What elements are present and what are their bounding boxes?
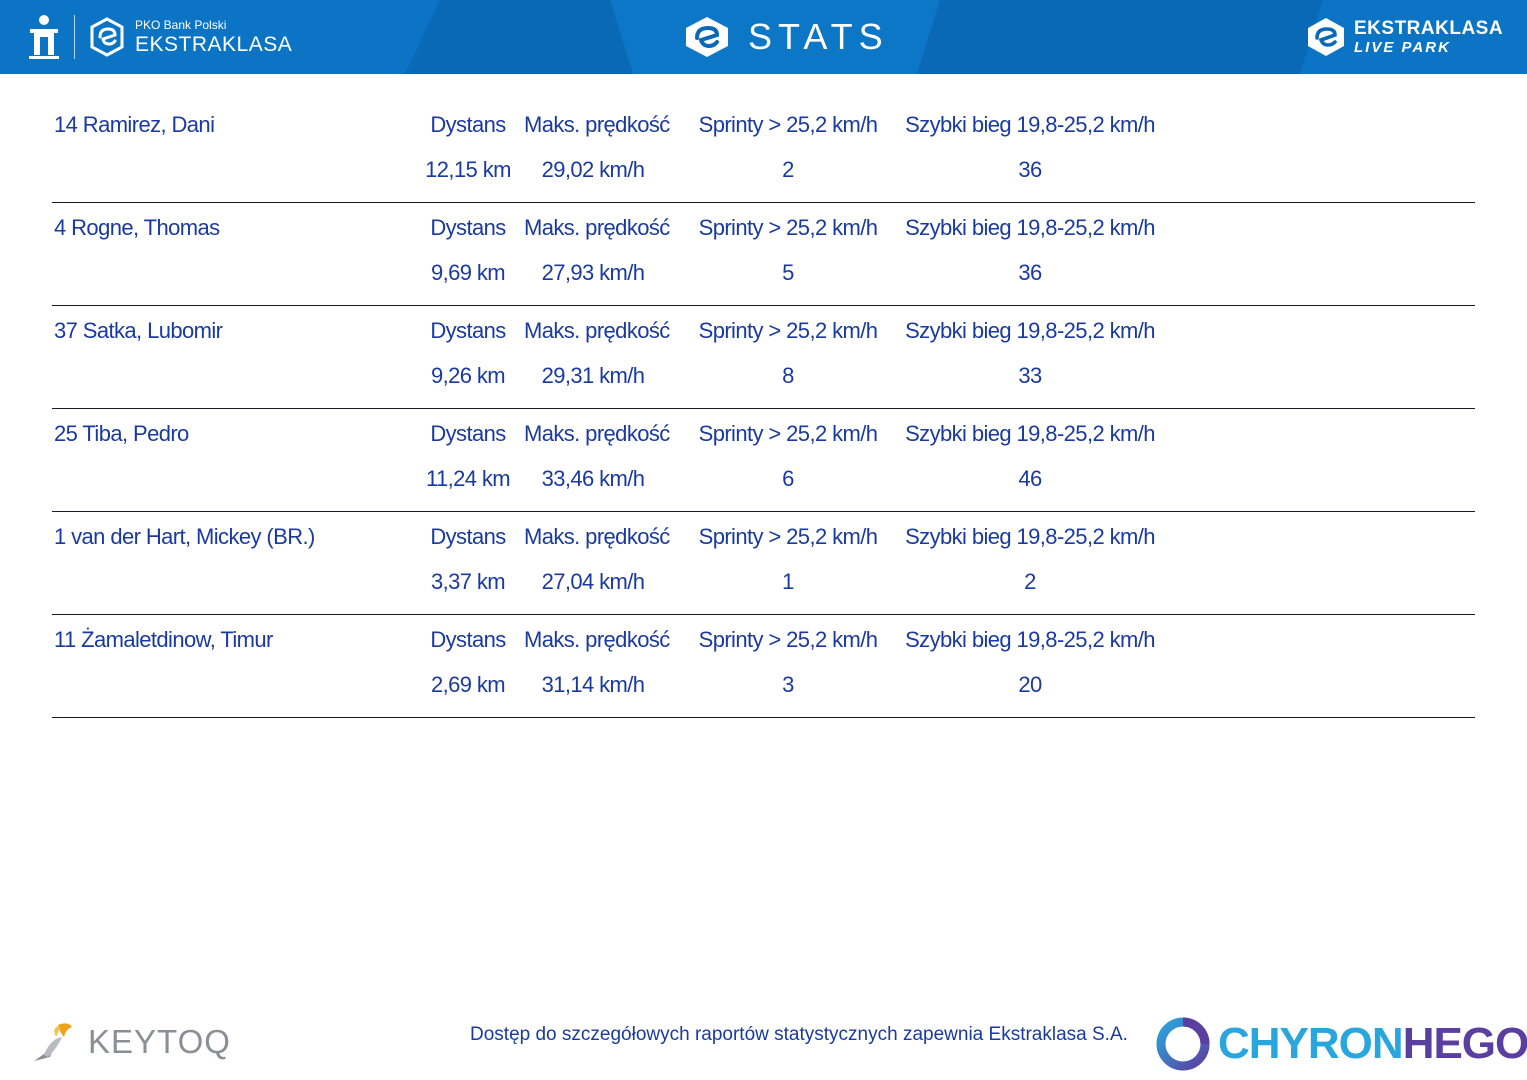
keytoq-logo: KEYTOQ bbox=[28, 1016, 231, 1068]
max-speed-label: Maks. prędkość bbox=[524, 627, 670, 652]
fast-run-label: Szybki bieg 19,8-25,2 km/h bbox=[905, 112, 1155, 137]
sprints-label: Sprinty > 25,2 km/h bbox=[698, 627, 878, 652]
live-park-branding: EKSTRAKLASA LIVE PARK bbox=[1306, 16, 1503, 58]
distance-label: Dystans bbox=[430, 215, 506, 240]
sprints-label: Sprinty > 25,2 km/h bbox=[698, 112, 878, 137]
chyronhego-wordmark: CHYRONHEGO bbox=[1218, 1019, 1527, 1069]
distance-label: Dystans bbox=[430, 318, 506, 343]
table-row: 1 van der Hart, Mickey (BR.) Dystans Mak… bbox=[52, 512, 1475, 615]
sponsor-branding: PKO Bank Polski EKSTRAKLASA bbox=[26, 10, 292, 64]
fast-run-label: Szybki bieg 19,8-25,2 km/h bbox=[905, 627, 1155, 652]
keytoq-wordmark: KEYTOQ bbox=[88, 1023, 231, 1060]
page-title: STATS bbox=[748, 16, 889, 57]
player-stats-table: 14 Ramirez, Dani Dystans Maks. prędkość … bbox=[52, 100, 1475, 718]
sprints-label: Sprinty > 25,2 km/h bbox=[698, 215, 878, 240]
ekstraklasa-wordmark: PKO Bank Polski EKSTRAKLASA bbox=[135, 19, 292, 55]
max-speed-label: Maks. prędkość bbox=[524, 524, 670, 549]
live-park-hex-icon bbox=[1308, 18, 1344, 56]
sprints-label: Sprinty > 25,2 km/h bbox=[698, 421, 878, 446]
player-name: 37 Satka, Lubomir bbox=[54, 318, 223, 343]
header-panel-left bbox=[0, 0, 440, 74]
max-speed-value: 29,31 km/h bbox=[541, 363, 645, 388]
sprints-value: 3 bbox=[782, 672, 794, 697]
sprints-value: 6 bbox=[782, 466, 794, 491]
ekstraklasa-label: EKSTRAKLASA bbox=[135, 33, 293, 56]
max-speed-label: Maks. prędkość bbox=[524, 318, 670, 343]
distance-label: Dystans bbox=[430, 421, 506, 446]
max-speed-label: Maks. prędkość bbox=[524, 215, 670, 240]
fast-run-value: 36 bbox=[1018, 260, 1042, 285]
brand-divider bbox=[74, 15, 75, 59]
player-name: 25 Tiba, Pedro bbox=[54, 421, 189, 446]
sprints-value: 8 bbox=[782, 363, 794, 388]
chyron-part: CHYRON bbox=[1218, 1019, 1404, 1068]
fast-run-value: 33 bbox=[1018, 363, 1042, 388]
fast-run-value: 2 bbox=[1024, 569, 1036, 594]
max-speed-label: Maks. prędkość bbox=[524, 112, 670, 137]
player-name: 14 Ramirez, Dani bbox=[54, 112, 215, 137]
distance-value: 9,69 km bbox=[430, 260, 506, 285]
table-row: 4 Rogne, Thomas Dystans Maks. prędkość S… bbox=[52, 203, 1475, 306]
player-name: 11 Żamaletdinow, Timur bbox=[54, 627, 273, 652]
chyronhego-logo: CHYRONHEGO bbox=[1156, 1016, 1527, 1072]
fast-run-label: Szybki bieg 19,8-25,2 km/h bbox=[905, 318, 1155, 343]
max-speed-value: 27,93 km/h bbox=[541, 260, 645, 285]
max-speed-label: Maks. prędkość bbox=[524, 421, 670, 446]
max-speed-value: 27,04 km/h bbox=[541, 569, 645, 594]
ekstraklasa-badge-icon bbox=[90, 17, 124, 57]
distance-value: 11,24 km bbox=[425, 466, 511, 491]
ekstraklasa-hex-icon bbox=[686, 17, 728, 57]
distance-label: Dystans bbox=[430, 112, 506, 137]
chyronhego-swirl-icon bbox=[1156, 1017, 1210, 1071]
fast-run-label: Szybki bieg 19,8-25,2 km/h bbox=[905, 421, 1155, 446]
distance-label: Dystans bbox=[430, 627, 506, 652]
table-row: 14 Ramirez, Dani Dystans Maks. prędkość … bbox=[52, 100, 1475, 203]
sprints-value: 1 bbox=[782, 569, 794, 594]
distance-label: Dystans bbox=[430, 524, 506, 549]
pko-bank-label: PKO Bank Polski bbox=[135, 18, 227, 32]
fast-run-value: 20 bbox=[1018, 672, 1042, 697]
footer-note: Dostęp do szczegółowych raportów statyst… bbox=[470, 1024, 1128, 1045]
sprints-label: Sprinty > 25,2 km/h bbox=[698, 524, 878, 549]
sprints-label: Sprinty > 25,2 km/h bbox=[698, 318, 878, 343]
player-name: 1 van der Hart, Mickey (BR.) bbox=[54, 524, 315, 549]
table-row: 37 Satka, Lubomir Dystans Maks. prędkość… bbox=[52, 306, 1475, 409]
distance-value: 12,15 km bbox=[425, 157, 511, 182]
sprints-value: 2 bbox=[782, 157, 794, 182]
distance-value: 9,26 km bbox=[430, 363, 506, 388]
max-speed-value: 33,46 km/h bbox=[541, 466, 645, 491]
max-speed-value: 29,02 km/h bbox=[541, 157, 645, 182]
keytoq-emblem-icon bbox=[34, 1023, 72, 1061]
table-row: 25 Tiba, Pedro Dystans Maks. prędkość Sp… bbox=[52, 409, 1475, 512]
fast-run-value: 36 bbox=[1018, 157, 1042, 182]
distance-value: 2,69 km bbox=[430, 672, 506, 697]
fast-run-label: Szybki bieg 19,8-25,2 km/h bbox=[905, 524, 1155, 549]
fast-run-value: 46 bbox=[1018, 466, 1042, 491]
live-park-line1: EKSTRAKLASA bbox=[1354, 18, 1504, 39]
distance-value: 3,37 km bbox=[430, 569, 506, 594]
stats-title-block: STATS bbox=[684, 14, 889, 60]
live-park-wordmark: EKSTRAKLASA LIVE PARK bbox=[1354, 19, 1503, 55]
player-name: 4 Rogne, Thomas bbox=[54, 215, 220, 240]
hego-part: HEGO bbox=[1402, 1019, 1527, 1068]
table-row: 11 Żamaletdinow, Timur Dystans Maks. prę… bbox=[52, 615, 1475, 718]
pko-logo-icon bbox=[29, 15, 59, 59]
live-park-line2: LIVE PARK bbox=[1354, 39, 1451, 56]
fast-run-label: Szybki bieg 19,8-25,2 km/h bbox=[905, 215, 1155, 240]
max-speed-value: 31,14 km/h bbox=[541, 672, 645, 697]
sprints-value: 5 bbox=[782, 260, 794, 285]
header-bar: PKO Bank Polski EKSTRAKLASA STATS EKSTRA… bbox=[0, 0, 1527, 74]
header-panel-center bbox=[610, 0, 940, 74]
